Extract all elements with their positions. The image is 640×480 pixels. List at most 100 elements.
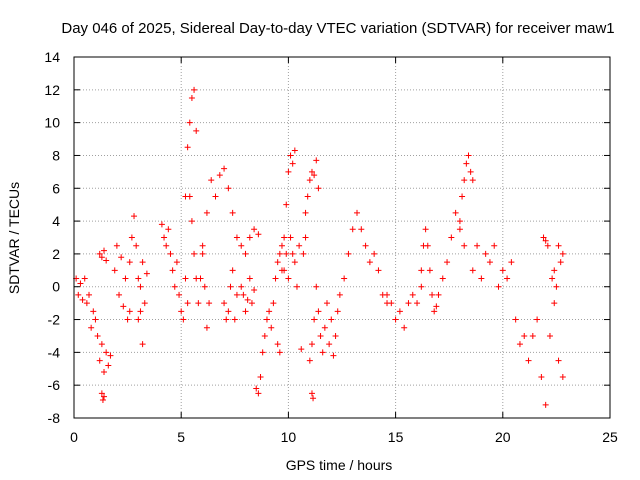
data-point [263,316,270,323]
data-point [163,242,170,249]
data-point [302,234,309,241]
data-point [158,221,165,228]
data-point [461,242,468,249]
y-tick-label: -2 [48,312,61,328]
y-tick-label: 0 [52,279,60,295]
data-point [96,250,103,257]
data-point [83,300,90,307]
data-point [311,316,318,323]
data-point [546,332,553,339]
data-point [188,218,195,225]
data-point [212,193,219,200]
data-point [128,234,135,241]
data-point [135,316,142,323]
data-point [111,267,118,274]
data-point [375,267,382,274]
data-point [107,352,114,359]
data-point [396,308,403,315]
data-point [86,291,93,298]
data-point [313,283,320,290]
data-point [240,291,247,298]
data-point [266,308,273,315]
data-point [553,283,560,290]
data-point [255,390,262,397]
data-point [103,349,110,356]
data-point [268,324,275,331]
data-point [131,213,138,220]
data-point [276,349,283,356]
data-point [238,242,245,249]
data-point [261,332,268,339]
data-point [203,209,210,216]
data-point [141,300,148,307]
axis-ticks: 0 5 10 15 20 25 -8 -6 -4 -2 0 2 4 6 8 10 12 14 [44,49,618,445]
data-point [216,172,223,179]
data-point [176,291,183,298]
data-point [124,316,131,323]
y-tick-label: 2 [52,246,60,262]
data-point [424,242,431,249]
data-point [293,283,300,290]
data-point [199,250,206,257]
data-point [444,259,451,266]
data-point [315,185,322,192]
data-point [167,250,174,257]
data-point [120,303,127,310]
plot-frame [73,56,611,419]
y-tick-label: 12 [44,82,60,98]
data-point [465,152,472,159]
data-point [308,390,315,397]
data-point [251,287,258,294]
data-point [206,300,213,307]
data-point [336,291,343,298]
chart-title: Day 046 of 2025, Sidereal Day-to-day VTE… [61,20,614,37]
data-point [101,369,108,376]
data-point [308,341,315,348]
data-point [459,193,466,200]
data-point [96,357,103,364]
data-point [223,316,230,323]
data-point [349,226,356,233]
data-point [491,242,498,249]
data-point [478,275,485,282]
data-point [291,259,298,266]
data-point [221,300,228,307]
data-point [422,226,429,233]
data-point [248,300,255,307]
data-point [278,267,285,274]
data-point [98,390,105,397]
data-point [88,324,95,331]
y-tick-label: 6 [52,180,60,196]
data-point [242,308,249,315]
data-point [551,300,558,307]
x-axis-label: GPS time / hours [286,457,393,473]
data-point [366,259,373,266]
data-point [418,267,425,274]
data-point [229,209,236,216]
data-point [341,275,348,282]
data-point [326,341,333,348]
data-point [199,242,206,249]
data-point [143,270,150,277]
data-point [105,362,112,369]
data-point [98,341,105,348]
data-point [283,201,290,208]
data-point [311,172,318,179]
data-point [281,234,288,241]
x-tick-label: 0 [70,429,78,445]
data-point [296,242,303,249]
data-point [321,324,328,331]
data-point [362,242,369,249]
data-point [137,308,144,315]
data-point [328,316,335,323]
data-point [512,316,519,323]
data-point [313,157,320,164]
data-point [557,259,564,266]
data-point [461,177,468,184]
data-point [544,242,551,249]
data-point [555,242,562,249]
data-point [101,247,108,254]
data-point [92,316,99,323]
data-point [298,346,305,353]
data-point [191,86,198,93]
